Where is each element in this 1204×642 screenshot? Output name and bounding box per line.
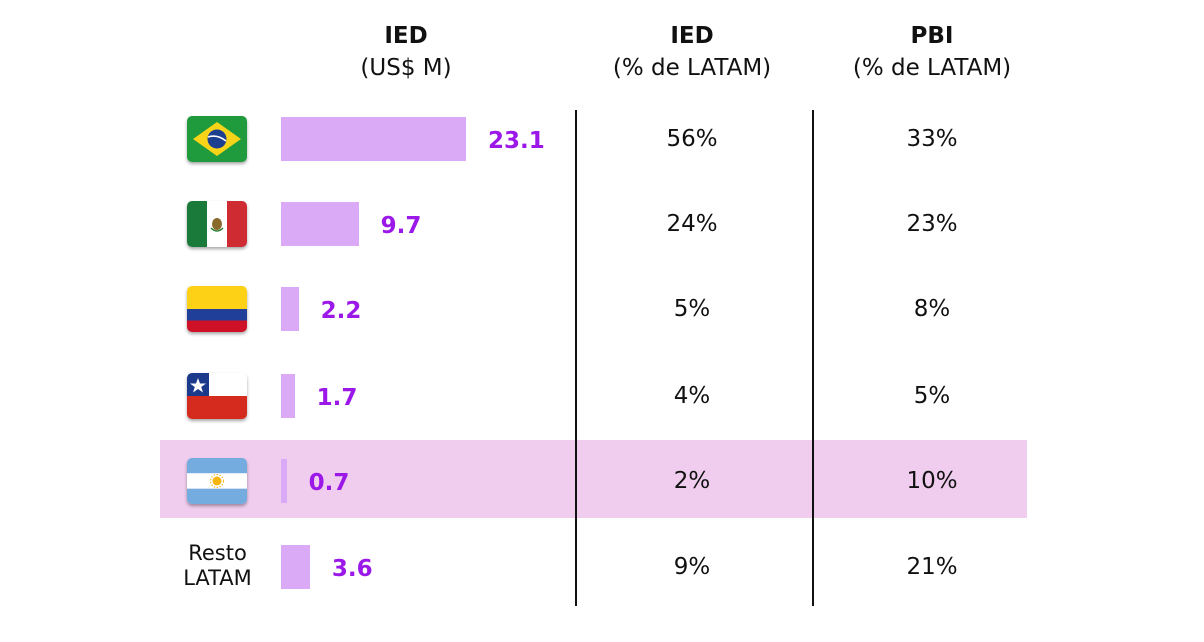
header-ied-pct-title: IED	[670, 23, 714, 49]
pbi-pct-cell: 33%	[906, 126, 958, 152]
colombia-flag-icon	[187, 286, 247, 332]
resto-latam-label: Resto LATAM	[170, 541, 265, 591]
pbi-pct-cell: 8%	[913, 296, 951, 322]
bar	[281, 202, 359, 246]
ied-pct-cell: 4%	[673, 383, 711, 409]
bar	[281, 545, 310, 589]
bar	[281, 374, 295, 418]
resto-latam-label-line1: Resto	[188, 541, 247, 565]
column-divider	[575, 110, 577, 606]
ied-pct-cell: 5%	[673, 296, 711, 322]
bar	[281, 287, 299, 331]
ied-pct-cell: 9%	[673, 554, 711, 580]
header-ied-subtitle: (US$ M)	[360, 55, 452, 81]
argentina-flag-icon	[187, 458, 247, 504]
pbi-pct-cell: 21%	[906, 554, 958, 580]
ied-pct-cell: 56%	[666, 126, 718, 152]
header-pbi-subtitle: (% de LATAM)	[852, 55, 1012, 81]
column-divider	[812, 110, 814, 606]
bar-value-label: 0.7	[308, 470, 350, 496]
bar-value-label: 1.7	[316, 385, 358, 411]
pbi-pct-cell: 5%	[913, 383, 951, 409]
brazil-flag-icon	[187, 116, 247, 162]
bar-value-label: 3.6	[331, 556, 373, 582]
ied-pct-cell: 2%	[673, 468, 711, 494]
header-ied-pct: IED (% de LATAM)	[582, 20, 802, 84]
header-ied-usd: IED (US$ M)	[296, 20, 516, 84]
chile-flag-icon	[187, 373, 247, 419]
bar-value-label: 23.1	[488, 128, 545, 154]
header-pbi-pct: PBI (% de LATAM)	[822, 20, 1042, 84]
header-ied-title: IED	[384, 23, 428, 49]
resto-latam-label-line2: LATAM	[183, 566, 252, 590]
bar-value-label: 2.2	[320, 298, 362, 324]
argentina-row-highlight	[160, 440, 1027, 518]
mexico-flag-icon	[187, 201, 247, 247]
header-ied-pct-subtitle: (% de LATAM)	[612, 55, 772, 81]
ied-pct-cell: 24%	[666, 211, 718, 237]
header-pbi-title: PBI	[910, 23, 954, 49]
pbi-pct-cell: 10%	[906, 468, 958, 494]
pbi-pct-cell: 23%	[906, 211, 958, 237]
bar	[281, 117, 466, 161]
bar	[281, 459, 287, 503]
bar-value-label: 9.7	[380, 213, 422, 239]
